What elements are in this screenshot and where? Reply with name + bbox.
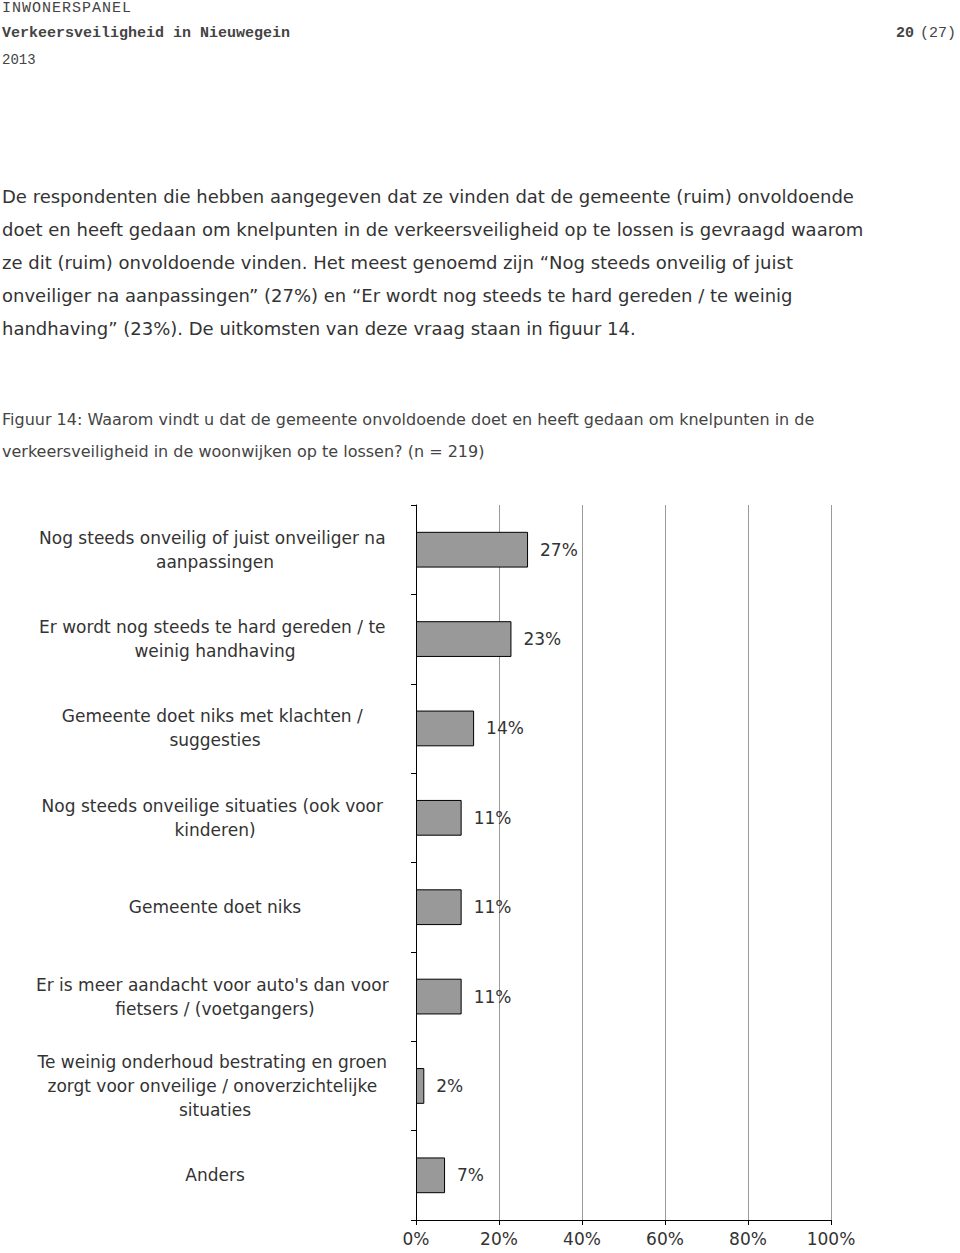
svg-text:aanpassingen: aanpassingen: [156, 552, 274, 572]
svg-text:11%: 11%: [474, 987, 512, 1007]
svg-text:2%: 2%: [436, 1076, 463, 1096]
svg-text:14%: 14%: [486, 718, 524, 738]
svg-text:27%: 27%: [540, 540, 578, 560]
svg-text:11%: 11%: [474, 897, 512, 917]
svg-text:Nog steeds onveilig of juist o: Nog steeds onveilig of juist onveiliger …: [39, 528, 391, 548]
svg-text:23%: 23%: [523, 629, 561, 649]
svg-text:60%: 60%: [646, 1229, 684, 1249]
html-text:De respondenten die hebben aan: De respondenten die hebben aangegeven da…: [2, 186, 864, 339]
svg-text:80%: 80%: [729, 1229, 767, 1249]
svg-text:situaties: situaties: [179, 1100, 251, 1120]
svg-text:7%: 7%: [457, 1165, 484, 1185]
html-text:INWONERSPANEL: INWONERSPANEL: [2, 0, 132, 17]
html-text:Verkeersveiligheid in Nieuwege: Verkeersveiligheid in Nieuwegein: [2, 25, 290, 42]
svg-text:kinderen): kinderen): [174, 820, 255, 840]
svg-text:fietsers / (voetgangers): fietsers / (voetgangers): [115, 999, 314, 1019]
svg-text:20%: 20%: [480, 1229, 518, 1249]
svg-text:11%: 11%: [474, 808, 512, 828]
html-text:(27): (27): [920, 25, 956, 42]
svg-text:Te weinig onderhoud bestrating: Te weinig onderhoud bestrating en groen: [36, 1052, 392, 1072]
svg-text:zorgt voor onveilige / onoverz: zorgt voor onveilige / onoverzichtelijke: [47, 1076, 382, 1096]
svg-text:Er wordt nog steeds te hard ge: Er wordt nog steeds te hard gereden / te: [39, 617, 391, 637]
html-text:2013: 2013: [2, 52, 36, 68]
svg-text:0%: 0%: [403, 1229, 430, 1249]
svg-text:100%: 100%: [807, 1229, 856, 1249]
svg-text:Gemeente doet niks: Gemeente doet niks: [129, 897, 301, 917]
html-text:Figuur 14: Waarom vindt u dat: Figuur 14: Waarom vindt u dat de gemeent…: [2, 410, 815, 461]
svg-text:Er is meer aandacht voor auto': Er is meer aandacht voor auto's dan voor: [36, 975, 394, 995]
svg-text:Anders: Anders: [185, 1165, 245, 1185]
svg-text:Gemeente doet niks met klachte: Gemeente doet niks met klachten /: [62, 706, 368, 726]
html-text:20: 20: [896, 25, 914, 42]
svg-text:40%: 40%: [563, 1229, 601, 1249]
svg-text:weinig handhaving: weinig handhaving: [134, 641, 295, 661]
svg-text:Nog steeds onveilige situaties: Nog steeds onveilige situaties (ook voor: [42, 796, 389, 816]
svg-text:suggesties: suggesties: [169, 730, 260, 750]
